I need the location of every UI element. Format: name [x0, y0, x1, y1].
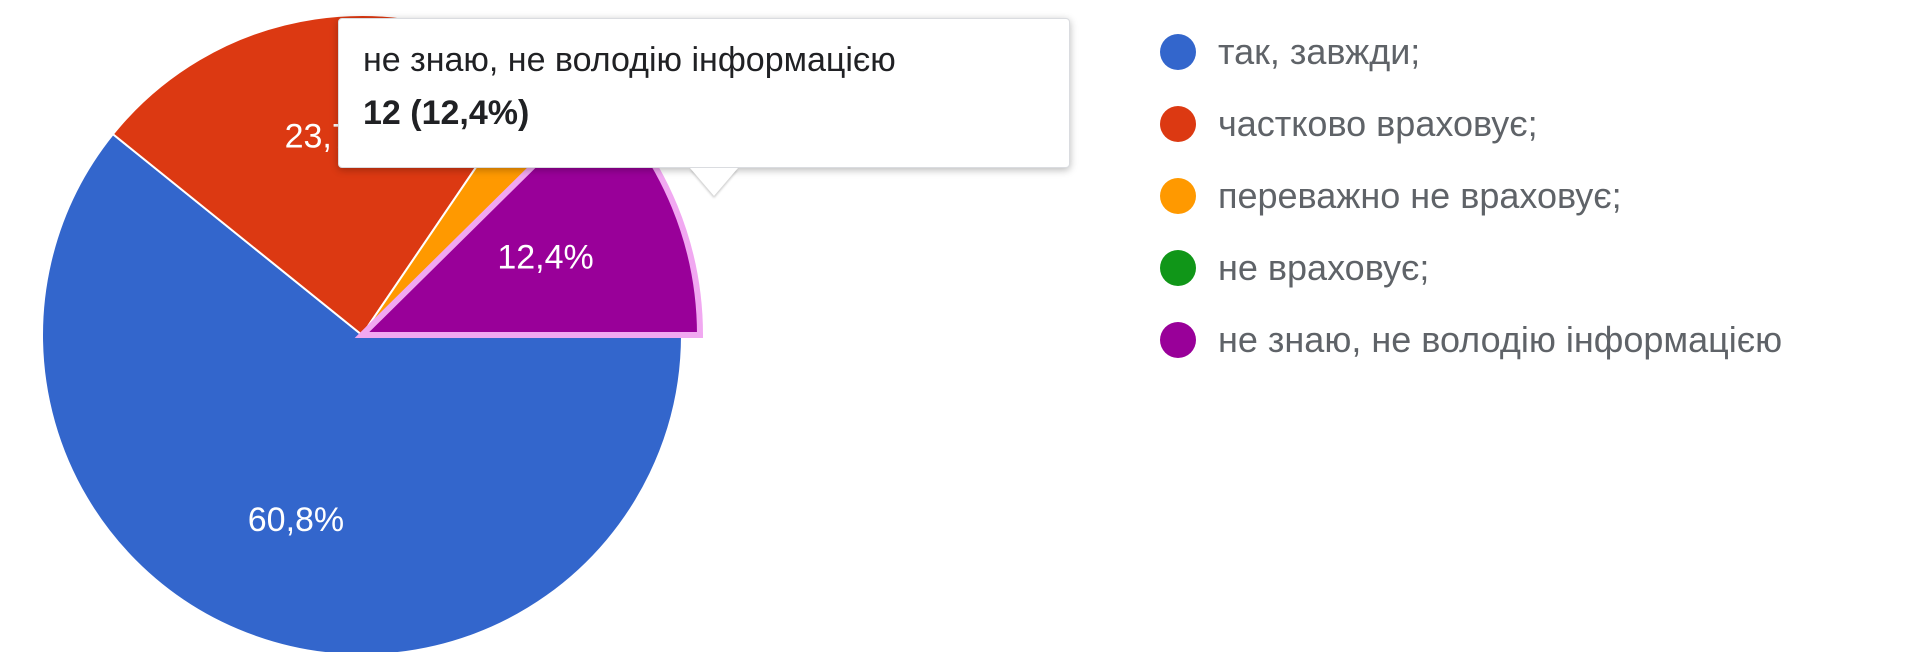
legend-label: не знаю, не володію інформацією	[1218, 319, 1783, 360]
tooltip-pointer	[690, 168, 738, 196]
pie-slice-always[interactable]	[41, 132, 684, 652]
legend-item-not[interactable]: не враховує;	[1160, 232, 1782, 304]
legend-item-mostly-not[interactable]: переважно не враховує;	[1160, 160, 1782, 232]
legend-dot-icon	[1160, 322, 1196, 358]
legend-label: не враховує;	[1218, 247, 1430, 288]
legend-dot-icon	[1160, 250, 1196, 286]
legend-dot-icon	[1160, 106, 1196, 142]
slice-label: 12,4%	[497, 239, 593, 277]
legend-item-always[interactable]: так, завжди;	[1160, 16, 1782, 88]
legend-label: частково враховує;	[1218, 103, 1538, 144]
slice-label: 60,8%	[248, 501, 344, 539]
tooltip-value: 12 (12,4%)	[363, 94, 530, 132]
legend-item-dont-know[interactable]: не знаю, не володію інформацією	[1160, 304, 1782, 376]
legend: так, завжди; частково враховує; переважн…	[1160, 16, 1782, 376]
legend-label: переважно не враховує;	[1218, 175, 1622, 216]
legend-dot-icon	[1160, 178, 1196, 214]
legend-label: так, завжди;	[1218, 31, 1421, 72]
tooltip-title: не знаю, не володію інформацією	[363, 41, 896, 79]
legend-item-partially[interactable]: частково враховує;	[1160, 88, 1782, 160]
chart-tooltip: не знаю, не володію інформацією 12 (12,4…	[338, 18, 1070, 168]
legend-dot-icon	[1160, 34, 1196, 70]
